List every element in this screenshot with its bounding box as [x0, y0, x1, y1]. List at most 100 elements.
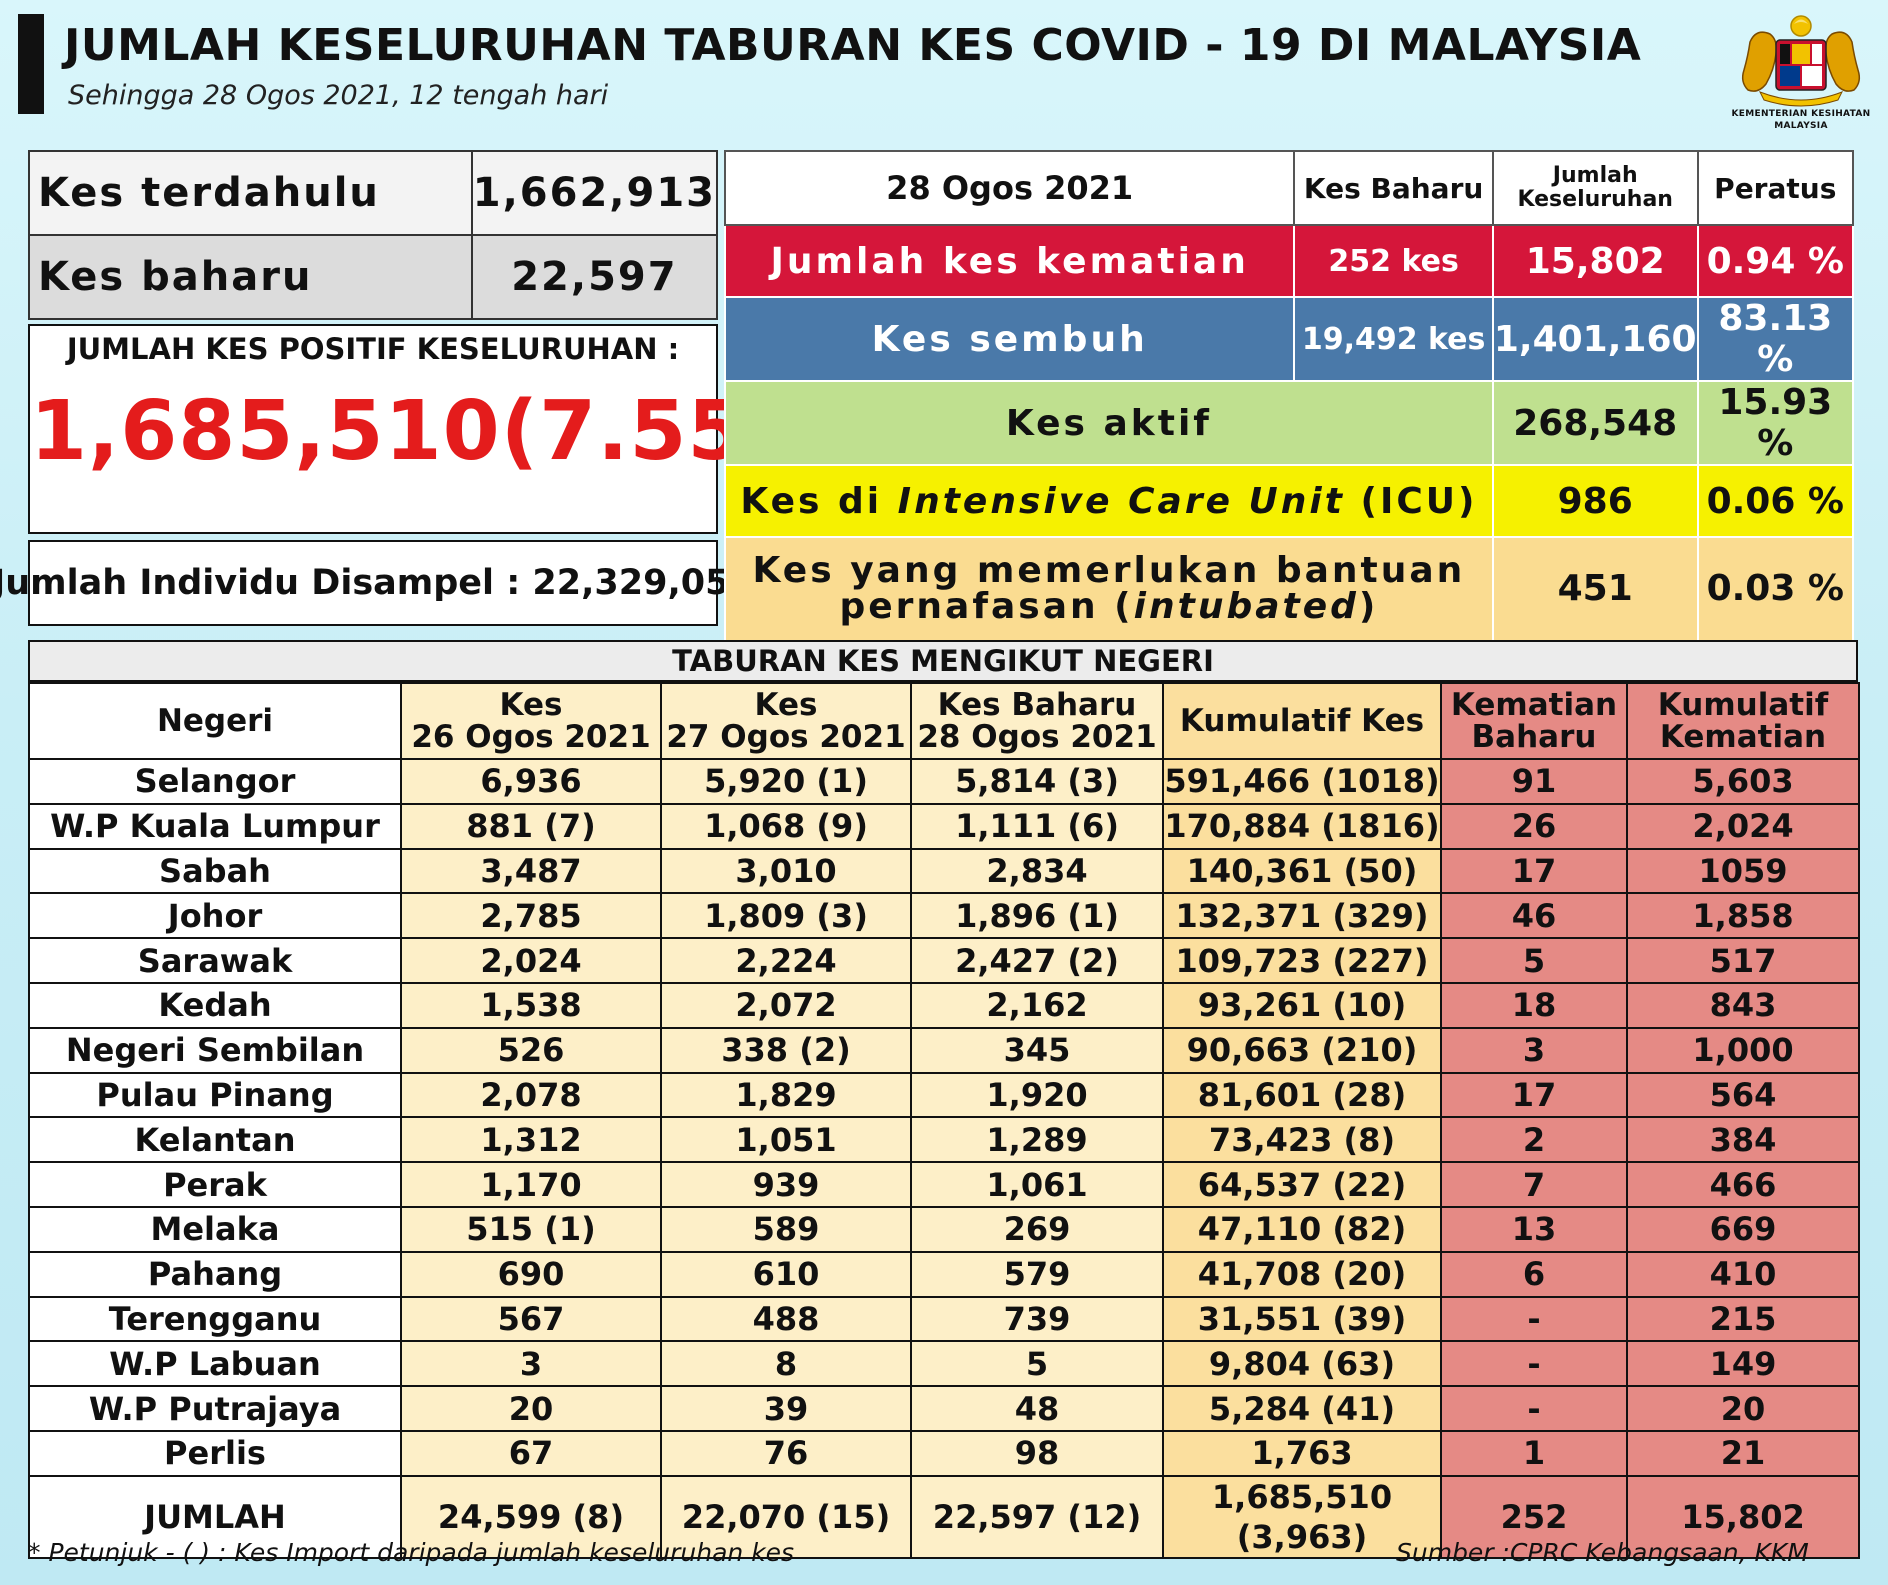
state-table-title: TABURAN KES MENGIKUT NEGERI	[28, 640, 1858, 682]
cell-cases-26-aug: 881 (7)	[400, 802, 662, 850]
cell-cases-27-aug: 589	[660, 1205, 912, 1253]
cell-cumulative-deaths: 20	[1626, 1385, 1860, 1432]
total-header-line2: Keseluruhan	[1517, 187, 1673, 212]
deaths-row: Jumlah kes kematian 252 kes 15,802 0.94 …	[723, 224, 1855, 298]
cell-cumulative-deaths: 2,024	[1626, 802, 1860, 850]
new-cases-header: Kes Baharu	[1293, 150, 1494, 226]
cell-new-cases-28-aug: 48	[910, 1385, 1164, 1432]
column-header-new-deaths: Kematian Baharu	[1440, 682, 1628, 760]
cell-cases-26-aug: 1,312	[400, 1116, 662, 1164]
recovered-row: Kes sembuh 19,492 kes 1,401,160 83.13 %	[723, 296, 1855, 382]
cell-state: W.P Labuan	[28, 1340, 402, 1388]
column-header-line2: 26 Ogos 2021	[411, 719, 651, 755]
header-accent-bar	[18, 14, 44, 114]
cell-new-cases-28-aug: 269	[910, 1205, 1164, 1253]
cell-state: Kedah	[28, 981, 402, 1029]
table-row: Sabah 3,487 3,010 2,834 140,361 (50) 17 1059	[28, 847, 1860, 895]
column-header-line1: Kes	[499, 687, 563, 723]
cell-cases-26-aug: 3,487	[400, 847, 662, 895]
cell-cases-27-aug: 76	[660, 1429, 912, 1477]
cell-new-cases-28-aug: 1,289	[910, 1116, 1164, 1164]
cell-cases-26-aug: 1,170	[400, 1161, 662, 1208]
cell-new-cases-28-aug: 5	[910, 1340, 1164, 1388]
state-header-row: Negeri Kes 26 Ogos 2021 Kes 27 Ogos 2021 Kes …	[28, 682, 1860, 760]
cell-state: Kelantan	[28, 1116, 402, 1164]
status-header-row: 28 Ogos 2021 Kes Baharu Jumlah Keseluruh…	[723, 150, 1855, 226]
previous-cases-label: Kes terdahulu	[28, 150, 473, 236]
table-row: W.P Labuan 3 8 5 9,804 (63) -149	[28, 1340, 1860, 1388]
deaths-label: Jumlah kes kematian	[723, 224, 1296, 298]
column-header-line2: Baharu	[1471, 719, 1597, 755]
status-date-header: 28 Ogos 2021	[723, 150, 1296, 226]
cell-cumulative-cases: 73,423 (8)	[1162, 1116, 1442, 1164]
cell-new-cases-28-aug: 1,111 (6)	[910, 802, 1164, 850]
cell-cases-26-aug: 515 (1)	[400, 1205, 662, 1253]
cell-cases-26-aug: 3	[400, 1340, 662, 1388]
cell-new-cases-28-aug: 739	[910, 1295, 1164, 1343]
cell-cases-27-aug: 2,072	[660, 981, 912, 1029]
cell-cases-26-aug: 67	[400, 1429, 662, 1477]
column-header-cases-27-aug: Kes 27 Ogos 2021	[660, 682, 912, 760]
cell-cases-26-aug: 24,599 (8)	[400, 1474, 662, 1559]
table-row: Sarawak 2,024 2,224 2,427 (2) 109,723 (227) 5…	[28, 937, 1860, 984]
column-header-line2: Kematian	[1659, 719, 1827, 755]
intubated-label-line1: Kes yang memerlukan bantuan	[752, 550, 1466, 591]
coat-of-arms-icon	[1741, 15, 1861, 107]
icu-label-post: (ICU)	[1344, 480, 1478, 522]
table-row: Kelantan 1,312 1,051 1,289 73,423 (8) 2 384	[28, 1116, 1860, 1164]
intubated-percent: 0.03 %	[1696, 536, 1855, 642]
cell-cases-27-aug: 939	[660, 1161, 912, 1208]
cell-cumulative-deaths: 1,000	[1626, 1026, 1860, 1074]
cell-cumulative-deaths: 410	[1626, 1250, 1860, 1298]
column-header-state: Negeri	[28, 682, 402, 760]
cell-cases-26-aug: 1,538	[400, 981, 662, 1029]
cell-cumulative-deaths: 21	[1626, 1429, 1860, 1477]
table-row: W.P Kuala Lumpur 881 (7) 1,068 (9) 1,111 (6…	[28, 802, 1860, 850]
intubated-total: 451	[1491, 536, 1699, 642]
cell-cases-27-aug: 5,920 (1)	[660, 758, 912, 805]
cell-state: Sabah	[28, 847, 402, 895]
cell-new-cases-28-aug: 5,814 (3)	[910, 758, 1164, 805]
cell-new-cases-28-aug: 345	[910, 1026, 1164, 1074]
intubated-label-line2: pernafasan (intubated)	[726, 589, 1492, 625]
intubated-label-line2-post: )	[1358, 586, 1379, 627]
ministry-logo: KEMENTERIAN KESIHATAN MALAYSIA	[1726, 12, 1876, 140]
cell-cases-26-aug: 526	[400, 1026, 662, 1074]
cell-cases-26-aug: 2,078	[400, 1071, 662, 1119]
cell-cumulative-cases: 64,537 (22)	[1162, 1161, 1442, 1208]
previous-cases-row: Kes terdahulu 1,662,913	[28, 150, 719, 236]
recovered-total: 1,401,160	[1491, 296, 1699, 382]
cell-new-cases-28-aug: 579	[910, 1250, 1164, 1298]
deaths-new: 252 kes	[1293, 224, 1494, 298]
percent-header: Peratus	[1696, 150, 1855, 226]
icu-label-italic: Intensive Care Unit	[897, 480, 1345, 522]
icu-label: Kes di Intensive Care Unit (ICU)	[724, 464, 1494, 538]
column-header-line1: Kes Baharu	[937, 687, 1137, 723]
cell-cases-26-aug: 690	[400, 1250, 662, 1298]
cell-cumulative-deaths: 384	[1626, 1116, 1860, 1164]
icu-percent: 0.06 %	[1696, 464, 1855, 538]
table-row: Pahang 690 610 579 41,708 (20) 6 410	[28, 1250, 1860, 1298]
recovered-percent: 83.13 %	[1696, 296, 1855, 382]
page-subtitle: Sehingga 28 Ogos 2021, 12 tengah hari	[68, 80, 609, 111]
cell-cumulative-cases: 81,601 (28)	[1162, 1071, 1442, 1119]
cell-cases-27-aug: 1,829	[660, 1071, 912, 1119]
cell-cases-27-aug: 610	[660, 1250, 912, 1298]
previous-new-cases-table: Kes terdahulu 1,662,913 Kes baharu 22,59…	[28, 150, 719, 320]
deaths-percent: 0.94 %	[1696, 224, 1855, 298]
deaths-total: 15,802	[1491, 224, 1699, 298]
table-row: Terengganu 567 488 739 31,551 (39) -215	[28, 1295, 1860, 1343]
icu-row: Kes di Intensive Care Unit (ICU) 986 0.0…	[724, 464, 1855, 538]
cell-new-cases-28-aug: 98	[910, 1429, 1164, 1477]
cell-new-cases-28-aug: 2,162	[910, 981, 1164, 1029]
cell-cumulative-cases: 109,723 (227)	[1162, 937, 1442, 984]
cell-cases-27-aug: 3,010	[660, 847, 912, 895]
cell-state: Johor	[28, 892, 402, 940]
cell-new-deaths: 13	[1440, 1205, 1628, 1253]
active-label: Kes aktif	[724, 380, 1494, 466]
cell-cases-27-aug: 8	[660, 1340, 912, 1388]
cell-cumulative-deaths: 564	[1626, 1071, 1860, 1119]
ministry-name-line1: KEMENTERIAN KESIHATAN	[1731, 109, 1871, 119]
table-row: Pulau Pinang 2,078 1,829 1,920 81,601 (28) 17…	[28, 1071, 1860, 1119]
cell-state: Pulau Pinang	[28, 1071, 402, 1119]
